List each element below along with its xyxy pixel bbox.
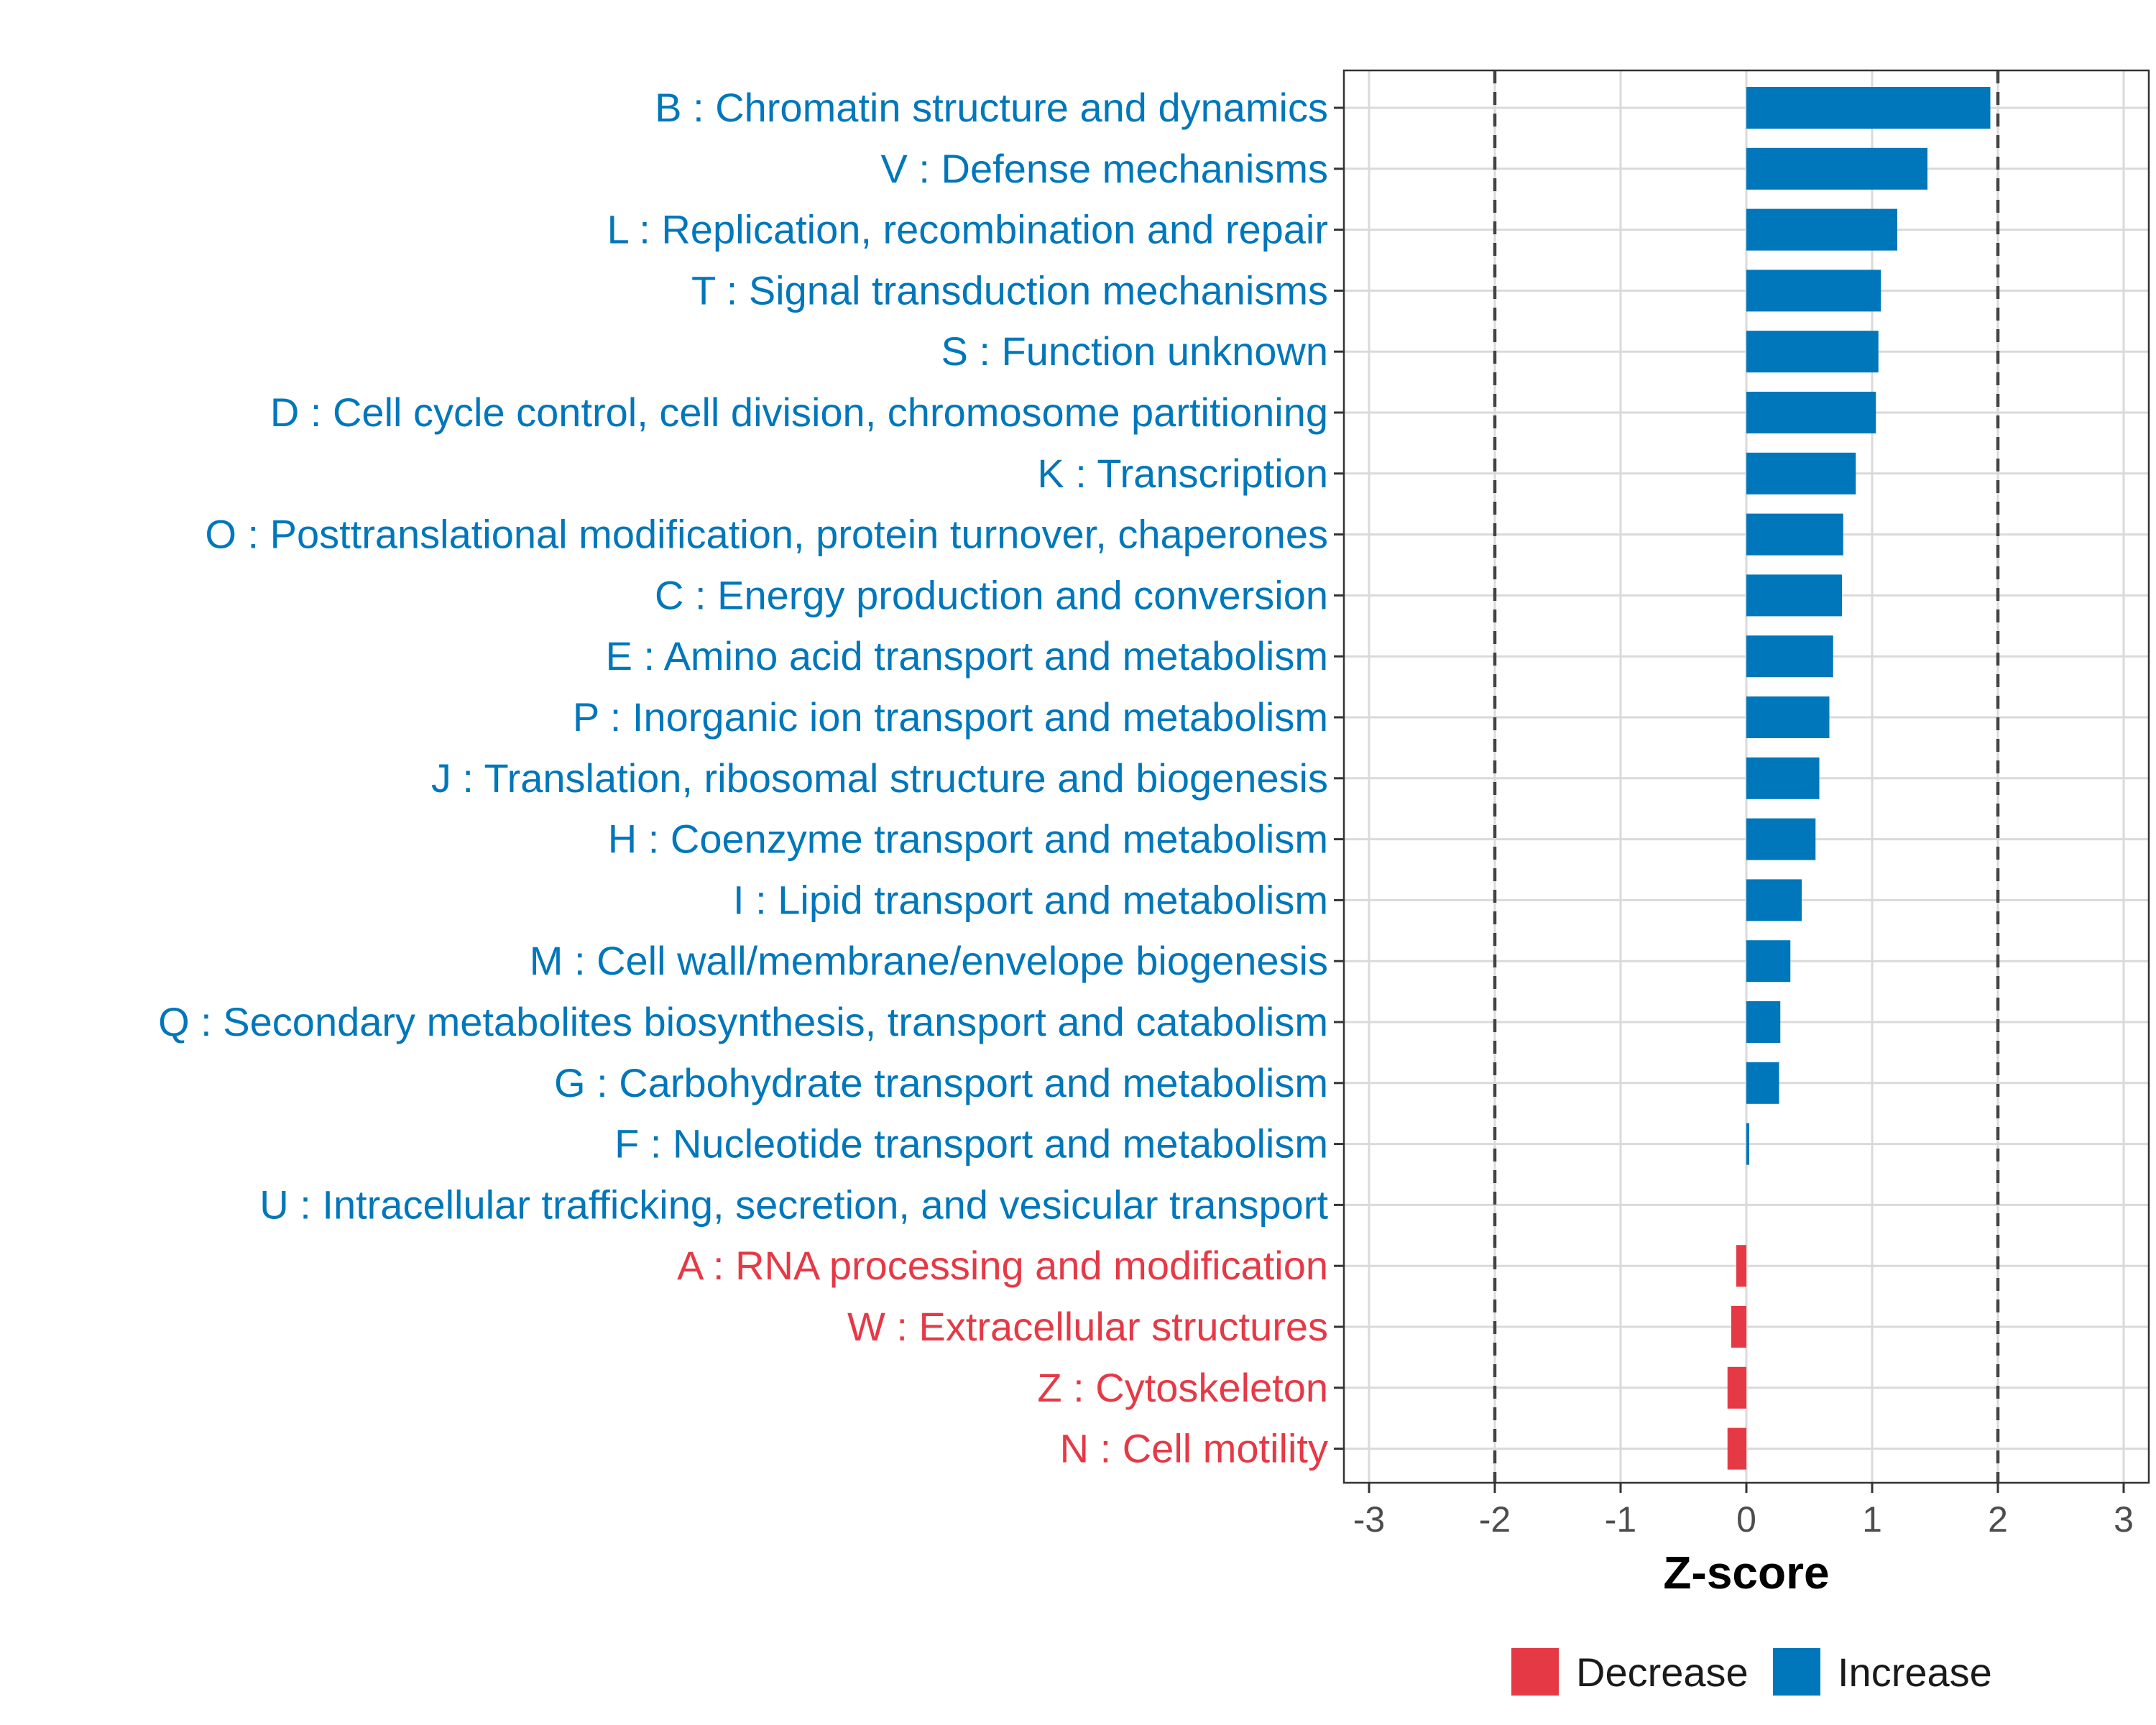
- category-label: T : Signal transduction mechanisms: [691, 267, 1328, 313]
- bar: [1746, 1062, 1779, 1104]
- y-axis: B : Chromatin structure and dynamics V : …: [158, 85, 1344, 1471]
- bar: [1731, 1306, 1746, 1348]
- bar: [1746, 452, 1856, 494]
- category-label: C : Energy production and conversion: [655, 572, 1328, 617]
- legend-key: [1773, 1648, 1820, 1696]
- x-tick-label: 3: [2114, 1499, 2134, 1540]
- category-label: U : Intracellular trafficking, secretion…: [259, 1182, 1328, 1227]
- category-label: P : Inorganic ion transport and metaboli…: [573, 694, 1328, 740]
- bar: [1746, 1001, 1781, 1043]
- bars: [1727, 87, 1991, 1470]
- legend-key: [1511, 1648, 1559, 1696]
- category-label: L : Replication, recombination and repai…: [607, 207, 1328, 252]
- bar: [1746, 392, 1876, 433]
- category-label: O : Posttranslational modification, prot…: [205, 512, 1328, 557]
- category-label: W : Extracellular structures: [847, 1304, 1328, 1349]
- bar: [1746, 270, 1881, 312]
- bar: [1746, 635, 1833, 678]
- bar: [1746, 757, 1820, 799]
- bar: [1727, 1366, 1746, 1409]
- x-tick-label: 1: [1862, 1499, 1882, 1540]
- category-label: M : Cell wall/membrane/envelope biogenes…: [530, 938, 1328, 983]
- legend-label: Decrease: [1576, 1650, 1749, 1695]
- category-label: A : RNA processing and modification: [677, 1243, 1328, 1288]
- category-label: H : Coenzyme transport and metabolism: [608, 816, 1328, 862]
- category-label: Q : Secondary metabolites biosynthesis, …: [158, 999, 1328, 1044]
- x-tick-label: 2: [1988, 1499, 2008, 1540]
- category-label: N : Cell motility: [1060, 1426, 1328, 1471]
- x-axis: -3 -2 -1 0 1 2 3: [1353, 1483, 2134, 1540]
- category-label: G : Carbohydrate transport and metabolis…: [554, 1060, 1328, 1105]
- bar: [1746, 147, 1927, 190]
- category-label: B : Chromatin structure and dynamics: [655, 85, 1328, 130]
- bar: [1746, 513, 1843, 556]
- bar: [1727, 1427, 1746, 1470]
- x-tick-label: -1: [1605, 1499, 1636, 1540]
- bar: [1746, 574, 1842, 617]
- category-label: Z : Cytoskeleton: [1037, 1365, 1328, 1410]
- bar: [1746, 87, 1991, 129]
- bar: [1746, 696, 1830, 738]
- bar: [1746, 818, 1816, 860]
- legend-label: Increase: [1838, 1650, 1992, 1695]
- x-tick-label: -3: [1353, 1499, 1385, 1540]
- category-label: I : Lipid transport and metabolism: [733, 877, 1328, 922]
- bar: [1736, 1245, 1746, 1287]
- category-label: E : Amino acid transport and metabolism: [606, 633, 1328, 678]
- category-label: J : Translation, ribosomal structure and…: [431, 755, 1328, 801]
- x-tick-label: -2: [1479, 1499, 1511, 1540]
- bar: [1746, 1123, 1749, 1165]
- category-label: D : Cell cycle control, cell division, c…: [270, 390, 1328, 435]
- bar: [1746, 208, 1897, 251]
- bar: [1746, 940, 1791, 983]
- category-label: S : Function unknown: [941, 328, 1328, 374]
- category-label: F : Nucleotide transport and metabolism: [614, 1121, 1328, 1167]
- category-label: K : Transcription: [1037, 451, 1328, 496]
- reference-lines: [1493, 70, 2000, 1483]
- bar: [1746, 879, 1802, 921]
- legend: Decrease Increase: [1511, 1648, 1992, 1696]
- bar: [1746, 331, 1879, 373]
- x-axis-title: Z-score: [1663, 1547, 1829, 1598]
- category-label: V : Defense mechanisms: [881, 146, 1328, 191]
- x-tick-label: 0: [1736, 1499, 1756, 1540]
